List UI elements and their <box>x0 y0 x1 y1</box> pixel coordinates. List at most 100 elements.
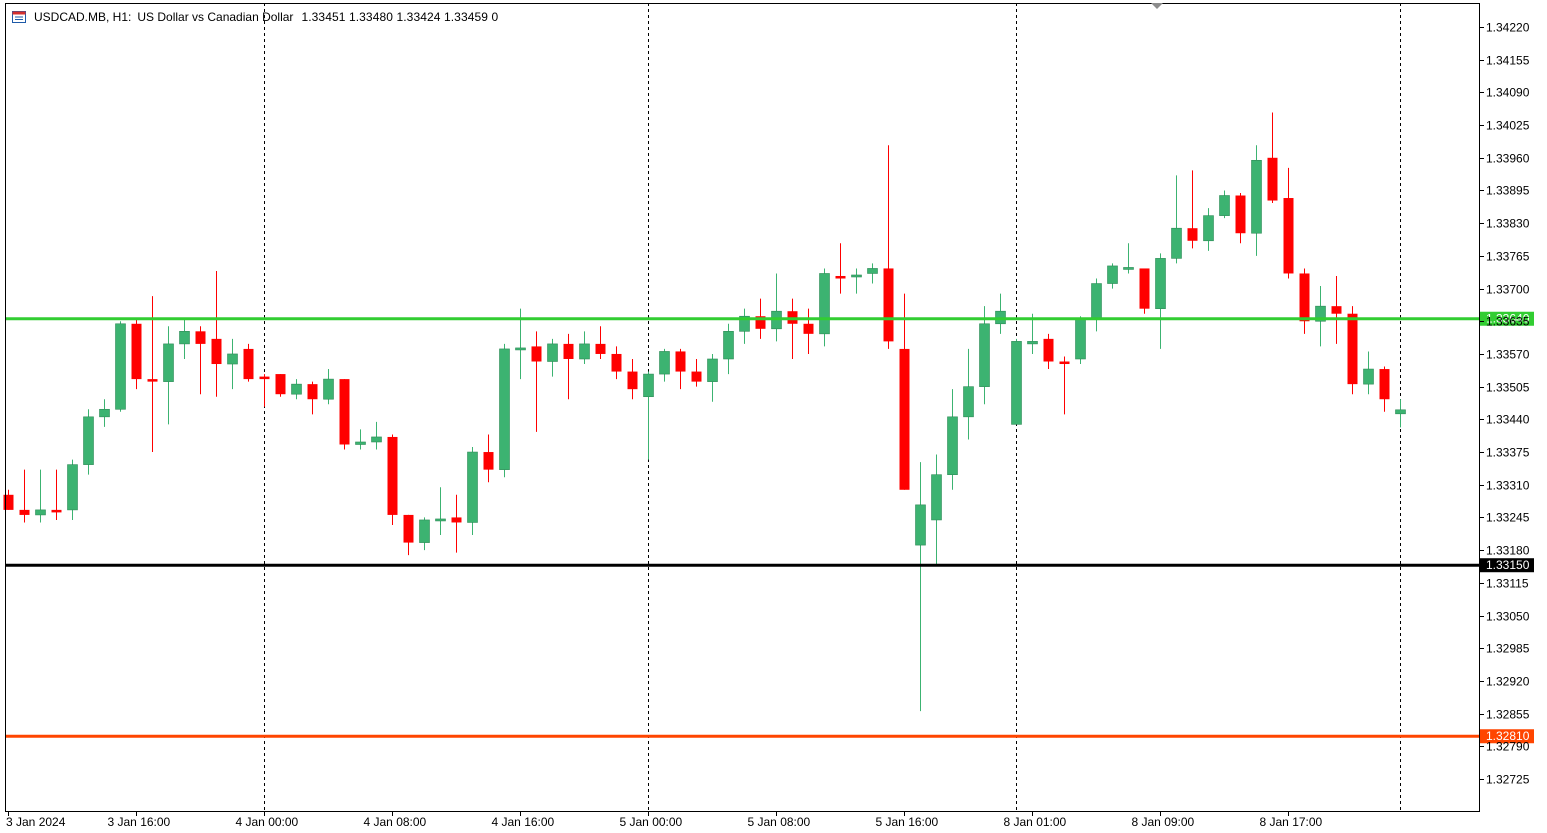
candle-69[interactable] <box>1107 263 1118 289</box>
candle-body <box>1267 157 1278 201</box>
candle-1[interactable] <box>19 469 30 523</box>
candle-77[interactable] <box>1235 192 1246 244</box>
candle-5[interactable] <box>83 409 94 475</box>
candle-12[interactable] <box>195 326 206 395</box>
candle-63[interactable] <box>1011 338 1022 425</box>
candle-70[interactable] <box>1123 243 1134 274</box>
candle-71[interactable] <box>1139 268 1150 314</box>
candle-40[interactable] <box>643 371 654 460</box>
candle-46[interactable] <box>739 308 750 344</box>
candle-66[interactable] <box>1059 356 1070 415</box>
hline-1[interactable]: 1.33150 <box>6 558 1534 573</box>
candle-23[interactable] <box>371 421 382 450</box>
candle-74[interactable] <box>1187 170 1198 249</box>
candle-31[interactable] <box>499 343 510 478</box>
candle-19[interactable] <box>307 381 318 415</box>
candle-16[interactable] <box>259 374 270 407</box>
candle-9[interactable] <box>147 296 158 453</box>
candle-26[interactable] <box>419 517 430 551</box>
candle-29[interactable] <box>467 447 478 536</box>
candle-18[interactable] <box>291 379 302 400</box>
candle-49[interactable] <box>787 298 798 359</box>
candle-27[interactable] <box>435 487 446 536</box>
candle-80[interactable] <box>1283 167 1294 279</box>
candle-25[interactable] <box>403 514 414 556</box>
candle-41[interactable] <box>659 348 670 382</box>
candle-51[interactable] <box>819 268 830 347</box>
candle-53[interactable] <box>851 268 862 294</box>
candle-65[interactable] <box>1043 333 1054 370</box>
candle-82[interactable] <box>1315 286 1326 347</box>
candle-35[interactable] <box>563 333 574 400</box>
candle-39[interactable] <box>627 358 638 400</box>
candle-7[interactable] <box>115 321 126 412</box>
candle-50[interactable] <box>803 308 814 354</box>
price-axis[interactable]: 1.34220 1.34155 1.34090 1.34025 1.33960 1.338… <box>1480 21 1530 787</box>
candle-30[interactable] <box>483 434 494 483</box>
candle-32[interactable] <box>515 308 526 380</box>
horizontal-lines[interactable]: 1.33640 1.33150 1.32810 <box>6 311 1534 744</box>
candle-8[interactable] <box>131 318 142 390</box>
candle-85[interactable] <box>1363 351 1374 395</box>
candle-75[interactable] <box>1203 208 1214 251</box>
candle-33[interactable] <box>531 331 542 432</box>
candle-17[interactable] <box>275 374 286 397</box>
candle-81[interactable] <box>1299 268 1310 334</box>
candles[interactable] <box>3 112 1406 712</box>
scroll-marker[interactable] <box>1151 3 1163 9</box>
candle-60[interactable] <box>963 348 974 440</box>
candle-59[interactable] <box>947 389 958 490</box>
shift-marker-icon[interactable] <box>1151 3 1163 9</box>
candle-34[interactable] <box>547 338 558 377</box>
time-tick-label: 4 Jan 16:00 <box>492 815 555 828</box>
candle-87[interactable] <box>1395 399 1406 428</box>
candle-55[interactable] <box>883 145 894 349</box>
candle-84[interactable] <box>1347 306 1358 395</box>
candle-2[interactable] <box>35 469 46 523</box>
candle-15[interactable] <box>243 343 254 382</box>
candle-86[interactable] <box>1379 366 1390 412</box>
candle-37[interactable] <box>595 326 606 359</box>
candle-13[interactable] <box>211 270 222 397</box>
candle-36[interactable] <box>579 331 590 365</box>
hline-0[interactable]: 1.33640 <box>6 311 1534 326</box>
candle-10[interactable] <box>163 326 174 425</box>
candle-4[interactable] <box>67 459 78 520</box>
candle-24[interactable] <box>387 434 398 525</box>
candle-83[interactable] <box>1331 275 1342 344</box>
candle-78[interactable] <box>1251 145 1262 256</box>
candle-76[interactable] <box>1219 190 1230 219</box>
time-axis[interactable]: 3 Jan 2024 3 Jan 16:00 4 Jan 00:00 4 Jan 08… <box>6 812 1323 829</box>
candle-68[interactable] <box>1091 278 1102 332</box>
candle-52[interactable] <box>835 243 846 294</box>
candle-21[interactable] <box>339 379 350 450</box>
candle-56[interactable] <box>899 293 910 490</box>
candle-72[interactable] <box>1155 253 1166 349</box>
hline-2[interactable]: 1.32810 <box>6 729 1534 744</box>
candle-58[interactable] <box>931 454 942 566</box>
candle-0[interactable] <box>3 489 14 510</box>
candle-54[interactable] <box>867 263 878 284</box>
candle-48[interactable] <box>771 273 782 342</box>
candle-3[interactable] <box>51 469 62 520</box>
candle-43[interactable] <box>691 358 702 387</box>
candle-62[interactable] <box>995 293 1006 334</box>
candle-20[interactable] <box>323 369 334 405</box>
candle-11[interactable] <box>179 318 190 359</box>
candle-79[interactable] <box>1267 112 1278 204</box>
candle-45[interactable] <box>723 323 734 375</box>
candle-42[interactable] <box>675 348 686 390</box>
candle-73[interactable] <box>1171 175 1182 264</box>
candle-64[interactable] <box>1027 313 1038 354</box>
candle-14[interactable] <box>227 338 238 390</box>
candle-67[interactable] <box>1075 316 1086 365</box>
candle-38[interactable] <box>611 346 622 380</box>
candle-22[interactable] <box>355 429 366 450</box>
candle-57[interactable] <box>915 462 926 712</box>
candle-44[interactable] <box>707 353 718 402</box>
candle-61[interactable] <box>979 306 990 405</box>
candle-6[interactable] <box>99 399 110 427</box>
candle-28[interactable] <box>451 494 462 553</box>
